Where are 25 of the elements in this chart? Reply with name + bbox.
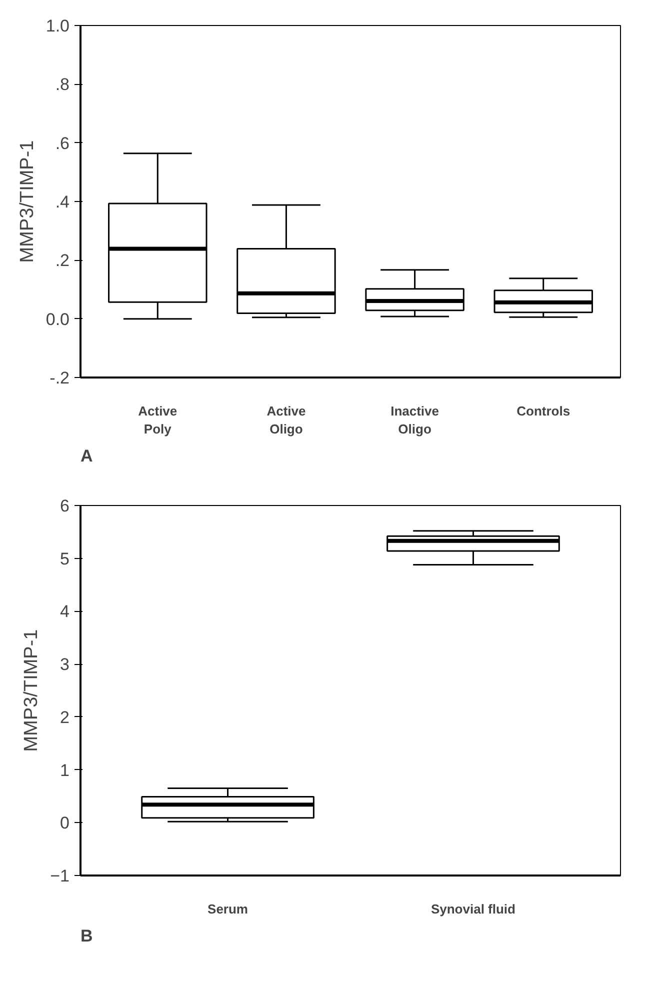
- y-tick-label: 1.0: [46, 16, 70, 36]
- y-tick-label: 5: [60, 549, 70, 568]
- y-tick-label: 2: [60, 708, 70, 727]
- y-tick-label: 1: [60, 760, 70, 780]
- x-tick-label: Inactive Oligo: [390, 404, 439, 436]
- text: A: [80, 446, 93, 466]
- y-tick-label: 6: [60, 496, 70, 516]
- y-axis-title: MMP3/TIMP-1: [16, 140, 38, 263]
- text: B: [80, 926, 93, 946]
- y-tick-label: 3: [60, 655, 70, 674]
- y-tick-label: .6: [55, 134, 70, 153]
- x-tick-label: Active Poly: [138, 404, 178, 436]
- y-tick-label: 0: [60, 814, 70, 833]
- x-tick-label: Active Oligo: [266, 404, 306, 436]
- y-axis-title: MMP3/TIMP-1: [21, 629, 42, 752]
- x-tick-label: Controls: [516, 404, 570, 418]
- y-tick-label: 0.0: [46, 310, 70, 329]
- y-tick-label: -.2: [50, 368, 70, 388]
- y-tick-label: .2: [55, 251, 70, 270]
- y-tick-label: 4: [60, 602, 70, 622]
- y-tick-label: .8: [55, 75, 70, 94]
- y-tick-label: .4: [55, 192, 70, 212]
- x-tick-label: Synovial fluid: [430, 902, 516, 916]
- y-tick-label: −1: [50, 866, 70, 886]
- x-tick-label: Serum: [208, 902, 248, 916]
